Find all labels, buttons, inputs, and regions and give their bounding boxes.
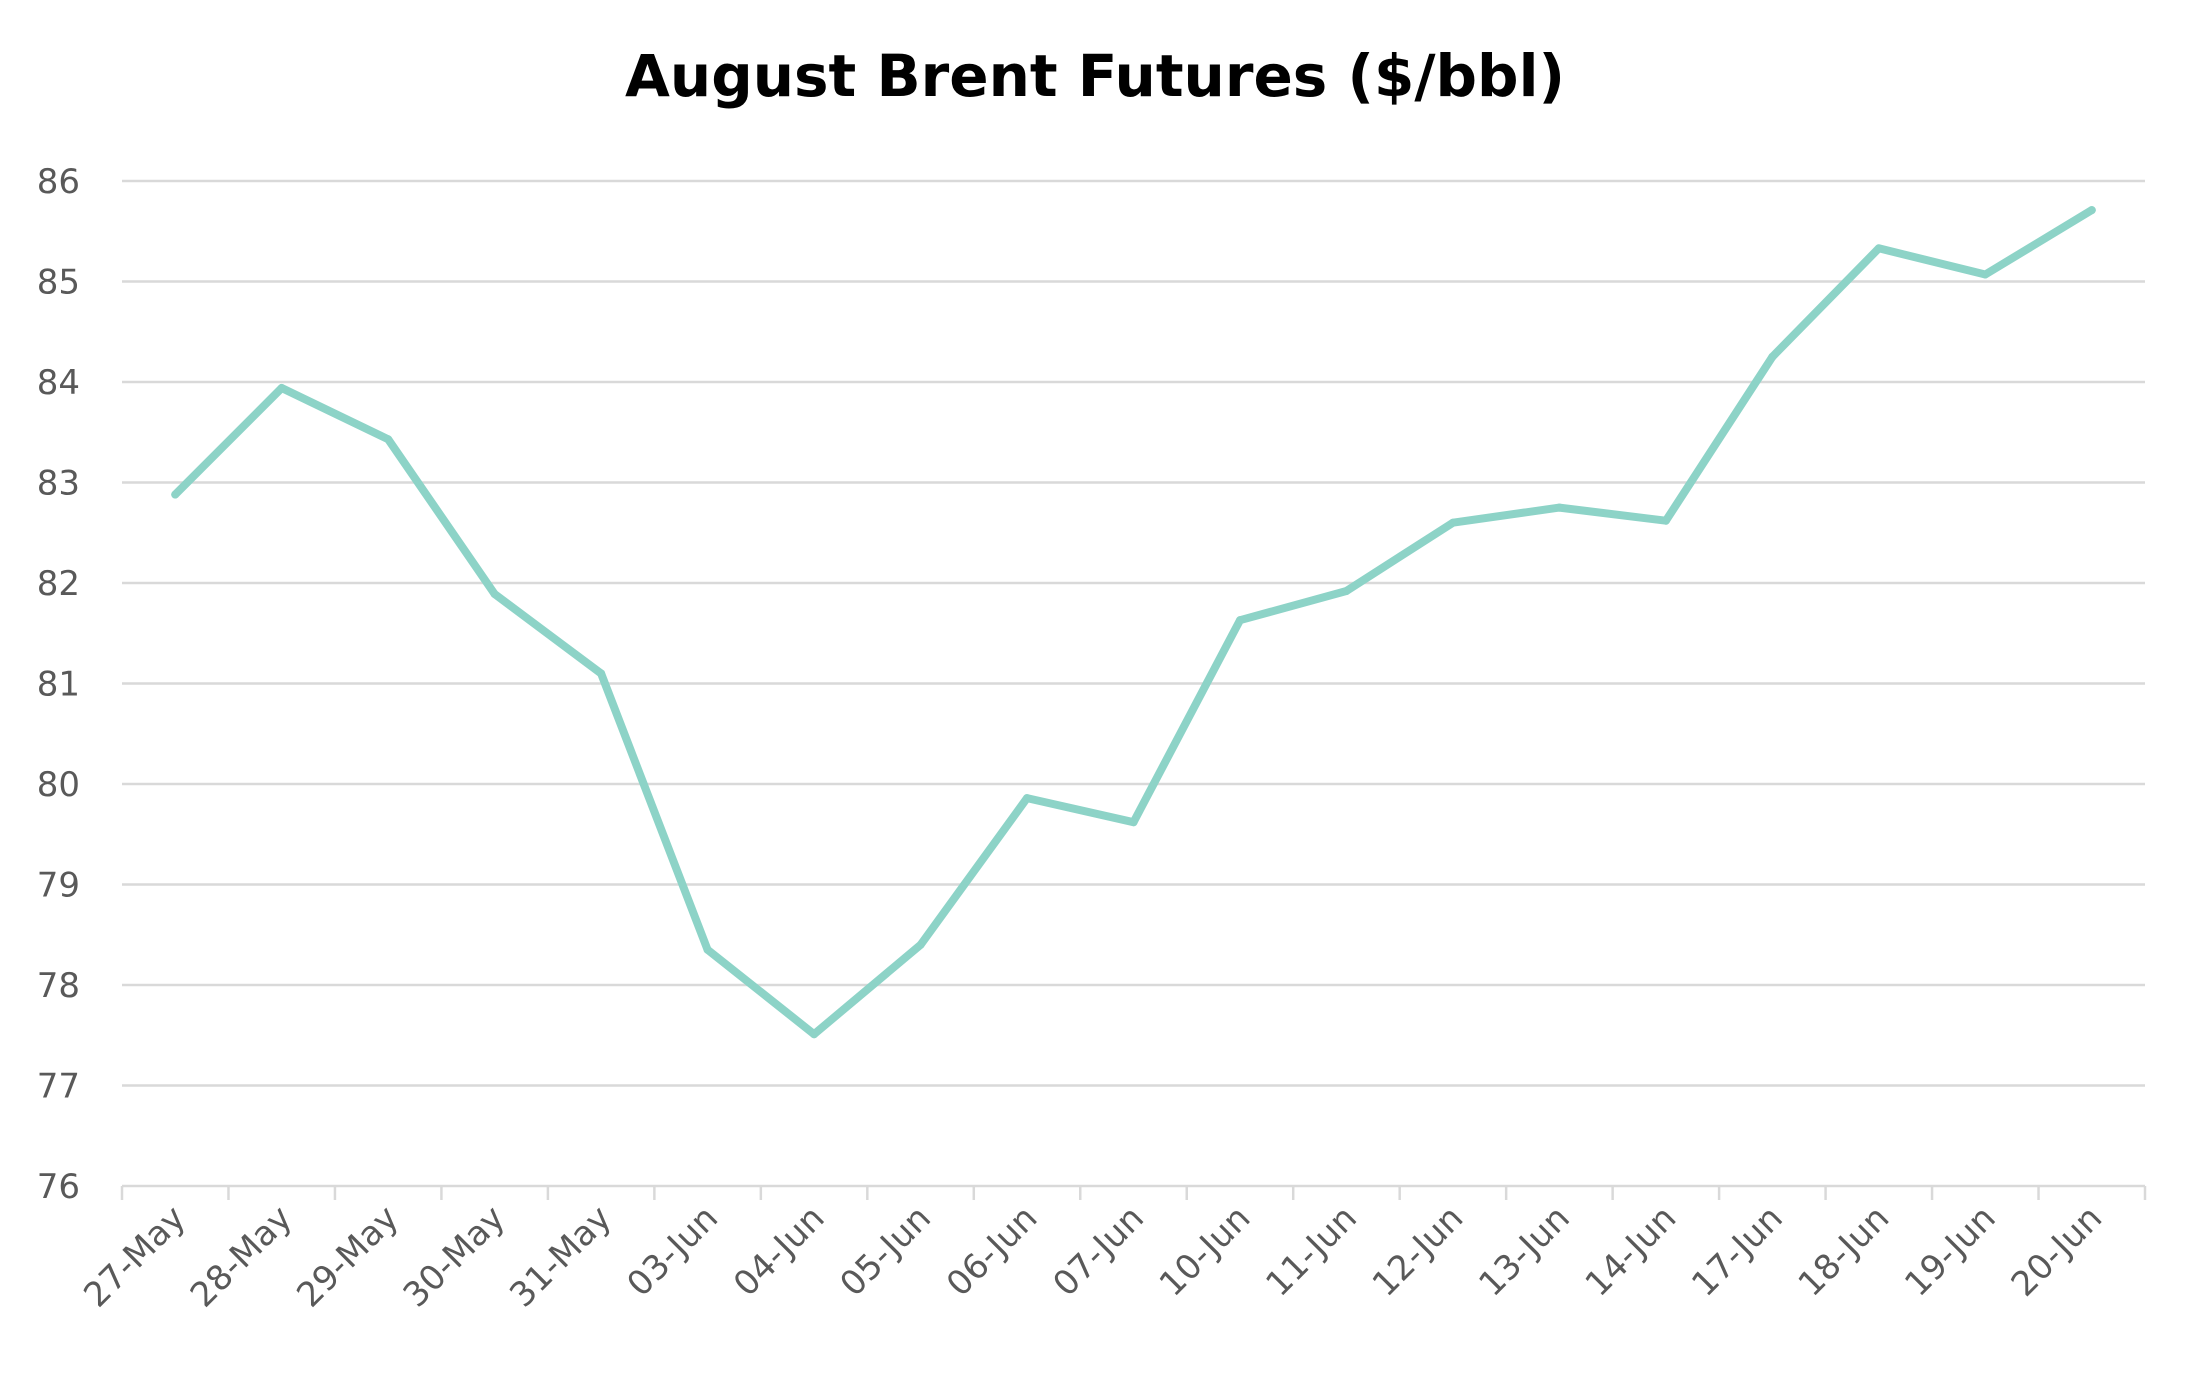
data-point [1448, 518, 1457, 527]
data-point [1235, 616, 1244, 625]
y-tick-label: 86 [37, 162, 80, 202]
y-tick-label: 84 [37, 363, 80, 403]
x-tick-label: 07-Jun [1045, 1198, 1151, 1304]
x-tick-label: 10-Jun [1152, 1198, 1258, 1304]
y-tick-label: 76 [37, 1167, 80, 1207]
y-tick-label: 77 [37, 1067, 80, 1107]
x-tick-label: 12-Jun [1365, 1198, 1471, 1304]
data-point [1981, 270, 1990, 279]
x-tick-label: 31-May [502, 1198, 619, 1315]
y-tick-label: 78 [37, 966, 80, 1006]
y-tick-label: 79 [37, 866, 80, 906]
data-point [597, 669, 606, 678]
x-tick-label: 03-Jun [620, 1198, 726, 1304]
y-tick-label: 83 [37, 464, 80, 504]
x-tick-label: 18-Jun [1791, 1198, 1897, 1304]
data-point [703, 945, 712, 954]
x-tick-label: 28-May [183, 1198, 300, 1315]
x-tick-label: 17-Jun [1684, 1198, 1790, 1304]
data-point [1555, 503, 1564, 512]
data-point [1661, 516, 1670, 525]
x-tick-label: 29-May [289, 1198, 406, 1315]
x-tick-label: 13-Jun [1471, 1198, 1577, 1304]
x-tick-label: 30-May [396, 1198, 513, 1315]
x-tick-label: 05-Jun [832, 1198, 938, 1304]
data-point [1129, 818, 1138, 827]
data-point [384, 435, 393, 444]
y-tick-label: 82 [37, 564, 80, 604]
x-tick-label: 06-Jun [939, 1198, 1045, 1304]
data-point [490, 590, 499, 599]
y-tick-label: 81 [37, 665, 80, 705]
x-tick-label: 27-May [76, 1198, 193, 1315]
x-tick-label: 11-Jun [1258, 1198, 1364, 1304]
y-axis-labels: 76 77 78 79 80 81 82 83 84 85 86 [37, 162, 80, 1207]
data-point [810, 1030, 819, 1039]
data-point [1342, 587, 1351, 596]
data-point [171, 490, 180, 499]
data-point [1874, 244, 1883, 253]
x-axis [120, 1186, 2147, 1200]
y-tick-label: 80 [37, 765, 80, 805]
x-tick-label: 14-Jun [1578, 1198, 1684, 1304]
data-point [2087, 206, 2096, 215]
x-tick-label: 19-Jun [1897, 1198, 2003, 1304]
data-point [1768, 352, 1777, 361]
data-point [277, 384, 286, 393]
y-tick-label: 85 [37, 263, 80, 303]
gridlines [122, 179, 2145, 1188]
series [171, 206, 2096, 1039]
chart-title: August Brent Futures ($/bbl) [625, 42, 1565, 110]
x-tick-label: 04-Jun [726, 1198, 832, 1304]
series-line [171, 206, 2096, 1039]
data-point [916, 940, 925, 949]
x-tick-label: 20-Jun [2004, 1198, 2110, 1304]
data-point [1023, 794, 1032, 803]
